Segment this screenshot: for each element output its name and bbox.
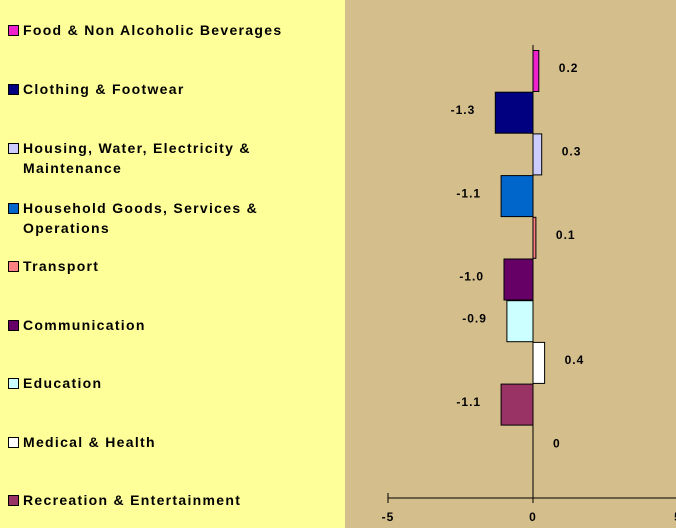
data-label: -1.0 [459, 270, 484, 284]
bar [506, 300, 534, 343]
legend-label: Communication [23, 317, 146, 333]
data-label: 0 [553, 436, 561, 450]
legend-swatch [8, 495, 19, 506]
bar [532, 216, 537, 259]
data-label: -0.9 [462, 311, 487, 325]
legend-item: Household Goods, Services & Operations [8, 198, 338, 238]
bar [532, 133, 543, 176]
legend-label: Recreation & Entertainment [23, 492, 242, 508]
legend-label: Household Goods, Services & Operations [23, 200, 259, 236]
data-label: 0.2 [559, 61, 579, 75]
legend-swatch [8, 437, 19, 448]
legend-label: Education [23, 375, 103, 391]
x-tick-label: 5 [674, 510, 676, 524]
bar [494, 91, 534, 134]
bar [500, 175, 534, 218]
legend-swatch [8, 84, 19, 95]
bar [503, 258, 534, 301]
x-tick-label: 0 [529, 510, 537, 524]
legend-item: Transport [8, 256, 338, 276]
legend-swatch [8, 203, 19, 214]
legend-label: Housing, Water, Electricity & Maintenanc… [23, 140, 251, 176]
data-label: -1.1 [456, 186, 481, 200]
legend-swatch [8, 261, 19, 272]
bar [500, 383, 534, 426]
data-label: -1.3 [451, 103, 476, 117]
data-label: 0.4 [565, 353, 585, 367]
legend-item: Recreation & Entertainment [8, 490, 338, 510]
legend-item: Medical & Health [8, 432, 338, 452]
data-label: 0.3 [562, 145, 582, 159]
legend-label: Food & Non Alcoholic Beverages [23, 22, 283, 38]
legend-label: Clothing & Footwear [23, 81, 185, 97]
legend-swatch [8, 143, 19, 154]
legend-swatch [8, 25, 19, 36]
legend-label: Transport [23, 258, 100, 274]
legend-swatch [8, 320, 19, 331]
x-tick-label: -5 [382, 510, 395, 524]
bar [532, 50, 540, 92]
legend-label: Medical & Health [23, 434, 156, 450]
legend-item: Communication [8, 315, 338, 335]
legend-item: Clothing & Footwear [8, 79, 338, 99]
legend-swatch [8, 378, 19, 389]
legend: Food & Non Alcoholic Beverages Clothing &… [0, 0, 345, 528]
data-label: 0.1 [556, 228, 576, 242]
legend-item: Education [8, 373, 338, 393]
bar [532, 341, 546, 384]
legend-item: Food & Non Alcoholic Beverages [8, 20, 338, 40]
data-label: -1.1 [456, 395, 481, 409]
legend-item: Housing, Water, Electricity & Maintenanc… [8, 138, 338, 178]
